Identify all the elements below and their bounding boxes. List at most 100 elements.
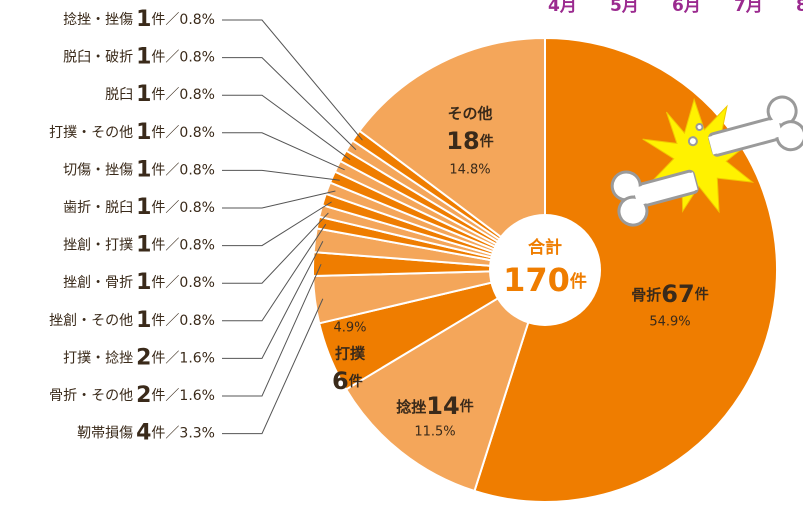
legend-name: 切傷・挫傷 xyxy=(63,162,133,178)
count-value: 18 xyxy=(446,127,479,155)
slice-name: 骨折 xyxy=(631,286,661,304)
count-value: 1 xyxy=(136,270,151,295)
total-label: 合計 xyxy=(528,237,562,258)
percent-label: 0.8% xyxy=(179,275,215,291)
legend-name: 骨折・その他 xyxy=(49,388,133,404)
count-unit: 件 xyxy=(151,162,165,178)
legend-entry: 歯折・脱臼1件／0.8% xyxy=(63,195,215,220)
count-unit: 件 xyxy=(151,426,165,442)
chart: 4月5月6月7月8月 合計170件骨折67件54.9%捻挫14件11.5%4.9… xyxy=(0,0,803,506)
percent-label: 14.8% xyxy=(449,163,490,178)
separator: ／ xyxy=(165,313,179,329)
legend-name: 捻挫・挫傷 xyxy=(63,12,133,28)
percent-label: 0.8% xyxy=(179,125,215,141)
legend-name: 打撲・捻挫 xyxy=(63,349,133,366)
leader-line xyxy=(222,95,350,159)
separator: ／ xyxy=(165,388,179,404)
leader-line xyxy=(222,20,362,140)
count-value: 4 xyxy=(136,421,151,446)
percent-label: 0.8% xyxy=(179,200,215,216)
separator: ／ xyxy=(165,87,179,103)
count-value: 1 xyxy=(136,82,151,107)
count-value: 1 xyxy=(136,7,151,32)
count-value: 67 xyxy=(661,280,694,308)
page: 4月5月6月7月8月 合計170件骨折67件54.9%捻挫14件11.5%4.9… xyxy=(0,0,803,506)
legend-entry: 打撲・捻挫2件／1.6% xyxy=(63,345,215,370)
percent-label: 0.8% xyxy=(179,238,215,254)
legend-name: 打撲・その他 xyxy=(49,124,133,141)
slice-name: 捻挫 xyxy=(396,398,426,416)
count-value: 2 xyxy=(136,383,151,408)
leader-line xyxy=(222,133,345,170)
separator: ／ xyxy=(165,350,179,366)
month-label: 8月 xyxy=(796,0,803,16)
separator: ／ xyxy=(165,162,179,178)
count-unit: 件 xyxy=(151,125,165,141)
separator: ／ xyxy=(165,125,179,141)
month-label: 6月 xyxy=(672,0,701,16)
separator: ／ xyxy=(165,275,179,291)
leader-line xyxy=(222,170,340,180)
leader-line xyxy=(222,264,321,396)
count-value: 1 xyxy=(136,195,151,220)
count-value: 2 xyxy=(136,345,151,370)
legend-name: 靭帯損傷 xyxy=(77,426,133,442)
count-unit: 件 xyxy=(151,388,165,404)
legend-name: 脱臼・破折 xyxy=(63,50,133,66)
leader-line xyxy=(222,241,323,358)
separator: ／ xyxy=(165,12,179,28)
slice-name: 打撲 xyxy=(335,345,366,363)
percent-label: 1.6% xyxy=(179,388,215,404)
percent-label: 0.8% xyxy=(179,87,215,103)
count-unit: 件 xyxy=(151,200,165,216)
percent-label: 54.9% xyxy=(649,315,690,330)
percent-label: 3.3% xyxy=(179,426,215,442)
count-unit: 件 xyxy=(460,398,474,415)
count-unit: 件 xyxy=(151,12,165,28)
percent-label: 0.8% xyxy=(179,50,215,66)
separator: ／ xyxy=(165,426,179,442)
leader-line xyxy=(222,299,323,434)
separator: ／ xyxy=(165,50,179,66)
slice-name: その他 xyxy=(447,105,492,123)
month-label: 5月 xyxy=(610,0,639,16)
legend-name: 挫創・骨折 xyxy=(63,275,133,291)
leader-line xyxy=(222,191,335,208)
count-unit: 件 xyxy=(151,238,165,254)
leader-line xyxy=(222,58,356,150)
count-unit: 件 xyxy=(151,350,165,366)
count-value: 1 xyxy=(136,120,151,145)
count-unit: 件 xyxy=(480,133,494,150)
percent-label: 0.8% xyxy=(179,313,215,329)
count-unit: 件 xyxy=(151,313,165,329)
legend-name: 挫創・その他 xyxy=(49,313,133,329)
count-value: 1 xyxy=(136,233,151,258)
separator: ／ xyxy=(165,238,179,254)
count-unit: 件 xyxy=(695,286,709,303)
separator: ／ xyxy=(165,200,179,216)
legend-name: 歯折・脱臼 xyxy=(63,200,133,216)
total-unit: 件 xyxy=(570,271,587,292)
count-unit: 件 xyxy=(151,275,165,291)
total-value: 170 xyxy=(503,261,570,299)
month-label: 7月 xyxy=(734,0,763,16)
legend-name: 挫創・打撲 xyxy=(63,237,133,254)
count-value: 14 xyxy=(426,392,459,420)
count-value: 6 xyxy=(332,367,349,395)
legend-name: 脱臼 xyxy=(105,87,133,103)
percent-label: 0.8% xyxy=(179,12,215,28)
legend-entry: 骨折・その他2件／1.6% xyxy=(49,383,215,408)
count-unit: 件 xyxy=(151,87,165,103)
month-label: 4月 xyxy=(548,0,577,16)
count-value: 1 xyxy=(136,157,151,182)
count-unit: 件 xyxy=(349,373,363,390)
count-value: 1 xyxy=(136,45,151,70)
count-unit: 件 xyxy=(151,50,165,66)
